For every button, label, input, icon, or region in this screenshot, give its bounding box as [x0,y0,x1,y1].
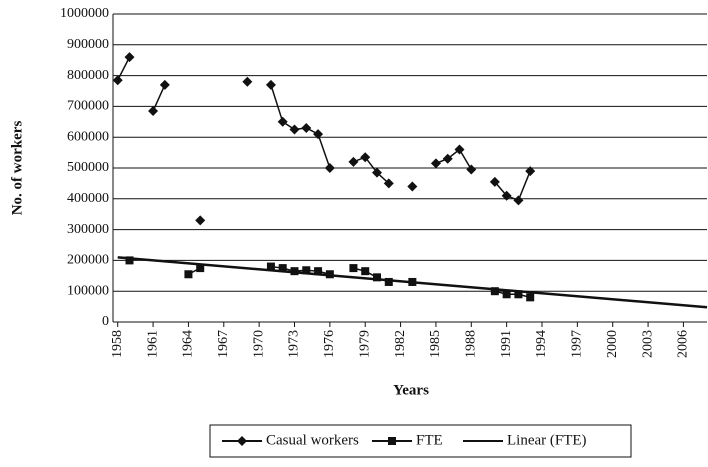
legend-marker [237,436,247,446]
data-point [348,156,359,167]
series-line [117,56,131,81]
x-tick-label: 2003 [640,330,655,358]
data-point [313,129,324,140]
x-tick-label: 1982 [393,330,408,358]
data-point [265,79,276,90]
y-tick-label: 100000 [67,283,109,298]
data-point [360,152,371,163]
series-line [152,84,166,112]
data-point [289,124,300,135]
x-tick-label: 1973 [287,330,302,358]
data-point [373,273,381,282]
legend-marker [388,437,396,445]
x-tick-label: 1970 [251,330,266,358]
series-line [494,170,531,202]
data-point [159,79,170,90]
x-tick-label: 1994 [534,330,549,358]
x-tick-label: 1991 [499,330,514,358]
y-tick-label: 600000 [67,129,109,144]
series-line [117,256,708,309]
data-point [442,153,453,164]
y-tick-label: 1000000 [60,6,109,21]
data-point [195,215,206,226]
series-line [494,290,531,299]
data-point [490,287,499,296]
y-tick-label: 200000 [67,253,109,268]
data-point [526,293,535,302]
data-point [372,167,382,178]
data-point [361,267,370,276]
x-tick-label: 1976 [322,330,337,358]
y-tick-label: 700000 [67,99,109,114]
data-point [314,267,323,276]
data-point [525,166,536,177]
legend-label: FTE [416,432,443,448]
x-tick-label: 1997 [570,330,585,358]
data-point [266,262,275,271]
data-point [124,52,135,63]
data-point [489,176,500,187]
data-point [301,122,312,133]
data-point [277,116,288,127]
data-point [324,163,335,173]
legend-label: Linear (FTE) [507,432,587,448]
data-point [430,158,441,169]
x-tick-label: 2000 [605,330,620,358]
data-point [242,76,253,87]
data-point [407,181,418,192]
y-tick-label: 900000 [67,37,109,52]
x-tick-label: 2006 [676,330,691,358]
data-point [454,144,465,155]
data-point [148,106,159,117]
x-tick-label: 1958 [110,330,125,358]
data-point [501,190,512,201]
series-line [270,84,331,169]
x-tick-label: 1967 [216,330,231,358]
data-point [513,195,524,206]
data-point [383,178,394,189]
data-point [125,256,134,265]
x-tick-label: 1961 [145,330,160,358]
x-tick-label: 1964 [181,330,196,358]
x-tick-label: 1985 [428,330,443,358]
y-tick-label: 400000 [67,191,109,206]
x-tick-label: 1979 [357,330,372,358]
data-point [384,277,393,286]
y-tick-label: 500000 [67,160,109,175]
data-point [184,270,193,279]
x-axis-label: Years [393,382,429,398]
data-point [302,266,311,275]
data-point [514,290,523,299]
data-point [278,264,287,273]
series-line [435,148,472,170]
data-point [196,264,205,273]
y-tick-label: 800000 [67,68,109,83]
x-tick-label: 1988 [464,330,479,358]
y-tick-label: 0 [102,314,109,329]
series-line [353,156,390,184]
y-axis-label: No. of workers [9,121,25,216]
data-point [349,264,358,273]
data-point [112,75,123,86]
y-tick-label: 300000 [67,222,109,237]
legend-label: Casual workers [266,432,359,448]
data-point [466,164,477,175]
data-point [502,290,511,299]
legend-box [209,424,632,458]
